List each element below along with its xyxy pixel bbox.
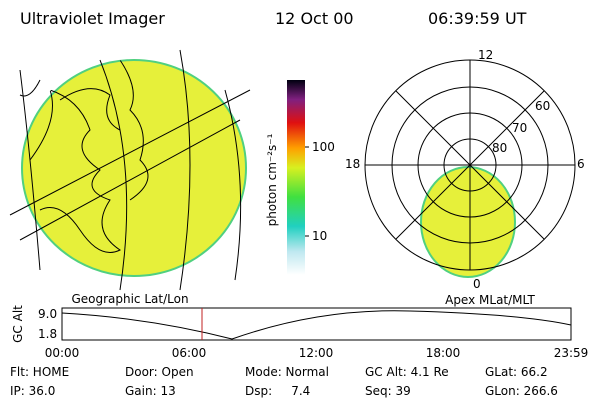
mlt-label: 6 — [577, 157, 585, 171]
mlt-label: 18 — [345, 157, 360, 171]
alt-tick-label: 1.8 — [38, 327, 57, 341]
panel-label: Geographic Lat/Lon — [71, 292, 188, 306]
status-field: Mode: Normal — [245, 365, 329, 379]
altitude-curve — [61, 310, 572, 340]
status-field: IP: 36.0 — [10, 384, 55, 398]
lat-label: 80 — [492, 141, 507, 155]
colorbar-tick-label: 100 — [312, 140, 335, 154]
mlt-label: 0 — [473, 277, 481, 291]
status-field: Flt: HOME — [10, 365, 69, 379]
time-tick-label: 23:59 — [554, 346, 589, 360]
colorbar-unit: photon cm⁻²s⁻¹ — [265, 133, 279, 226]
time: 06:39:59 UT — [428, 9, 527, 28]
time-tick-label: 12:00 — [299, 346, 334, 360]
polar-plot — [364, 59, 576, 278]
status-field: GC Alt: 4.1 Re — [365, 365, 449, 379]
time-tick-label: 00:00 — [45, 346, 80, 360]
geographic-image — [9, 49, 251, 291]
lat-label: 60 — [535, 99, 550, 113]
date: 12 Oct 00 — [275, 9, 354, 28]
status-field: Door: Open — [125, 365, 194, 379]
lat-label: 70 — [512, 121, 527, 135]
mlt-label: 12 — [478, 48, 493, 62]
status-field: GLon: 266.6 — [485, 384, 558, 398]
instrument: Ultraviolet Imager — [20, 9, 165, 28]
status-field: Gain: 13 — [125, 384, 176, 398]
status-field: Seq: 39 — [365, 384, 411, 398]
status-field: Dsp: 7.4 — [245, 384, 310, 398]
status-field: GLat: 66.2 — [485, 365, 548, 379]
time-tick-label: 06:00 — [172, 346, 207, 360]
time-tick-label: 18:00 — [426, 346, 461, 360]
alt-tick-label: 9.0 — [38, 307, 57, 321]
alt-axis-label: GC Alt — [11, 305, 25, 343]
altitude-frame — [61, 307, 572, 341]
colorbar-tick-label: 10 — [312, 229, 327, 243]
colorbar — [287, 80, 305, 275]
panel-label: Apex MLat/MLT — [445, 293, 535, 307]
